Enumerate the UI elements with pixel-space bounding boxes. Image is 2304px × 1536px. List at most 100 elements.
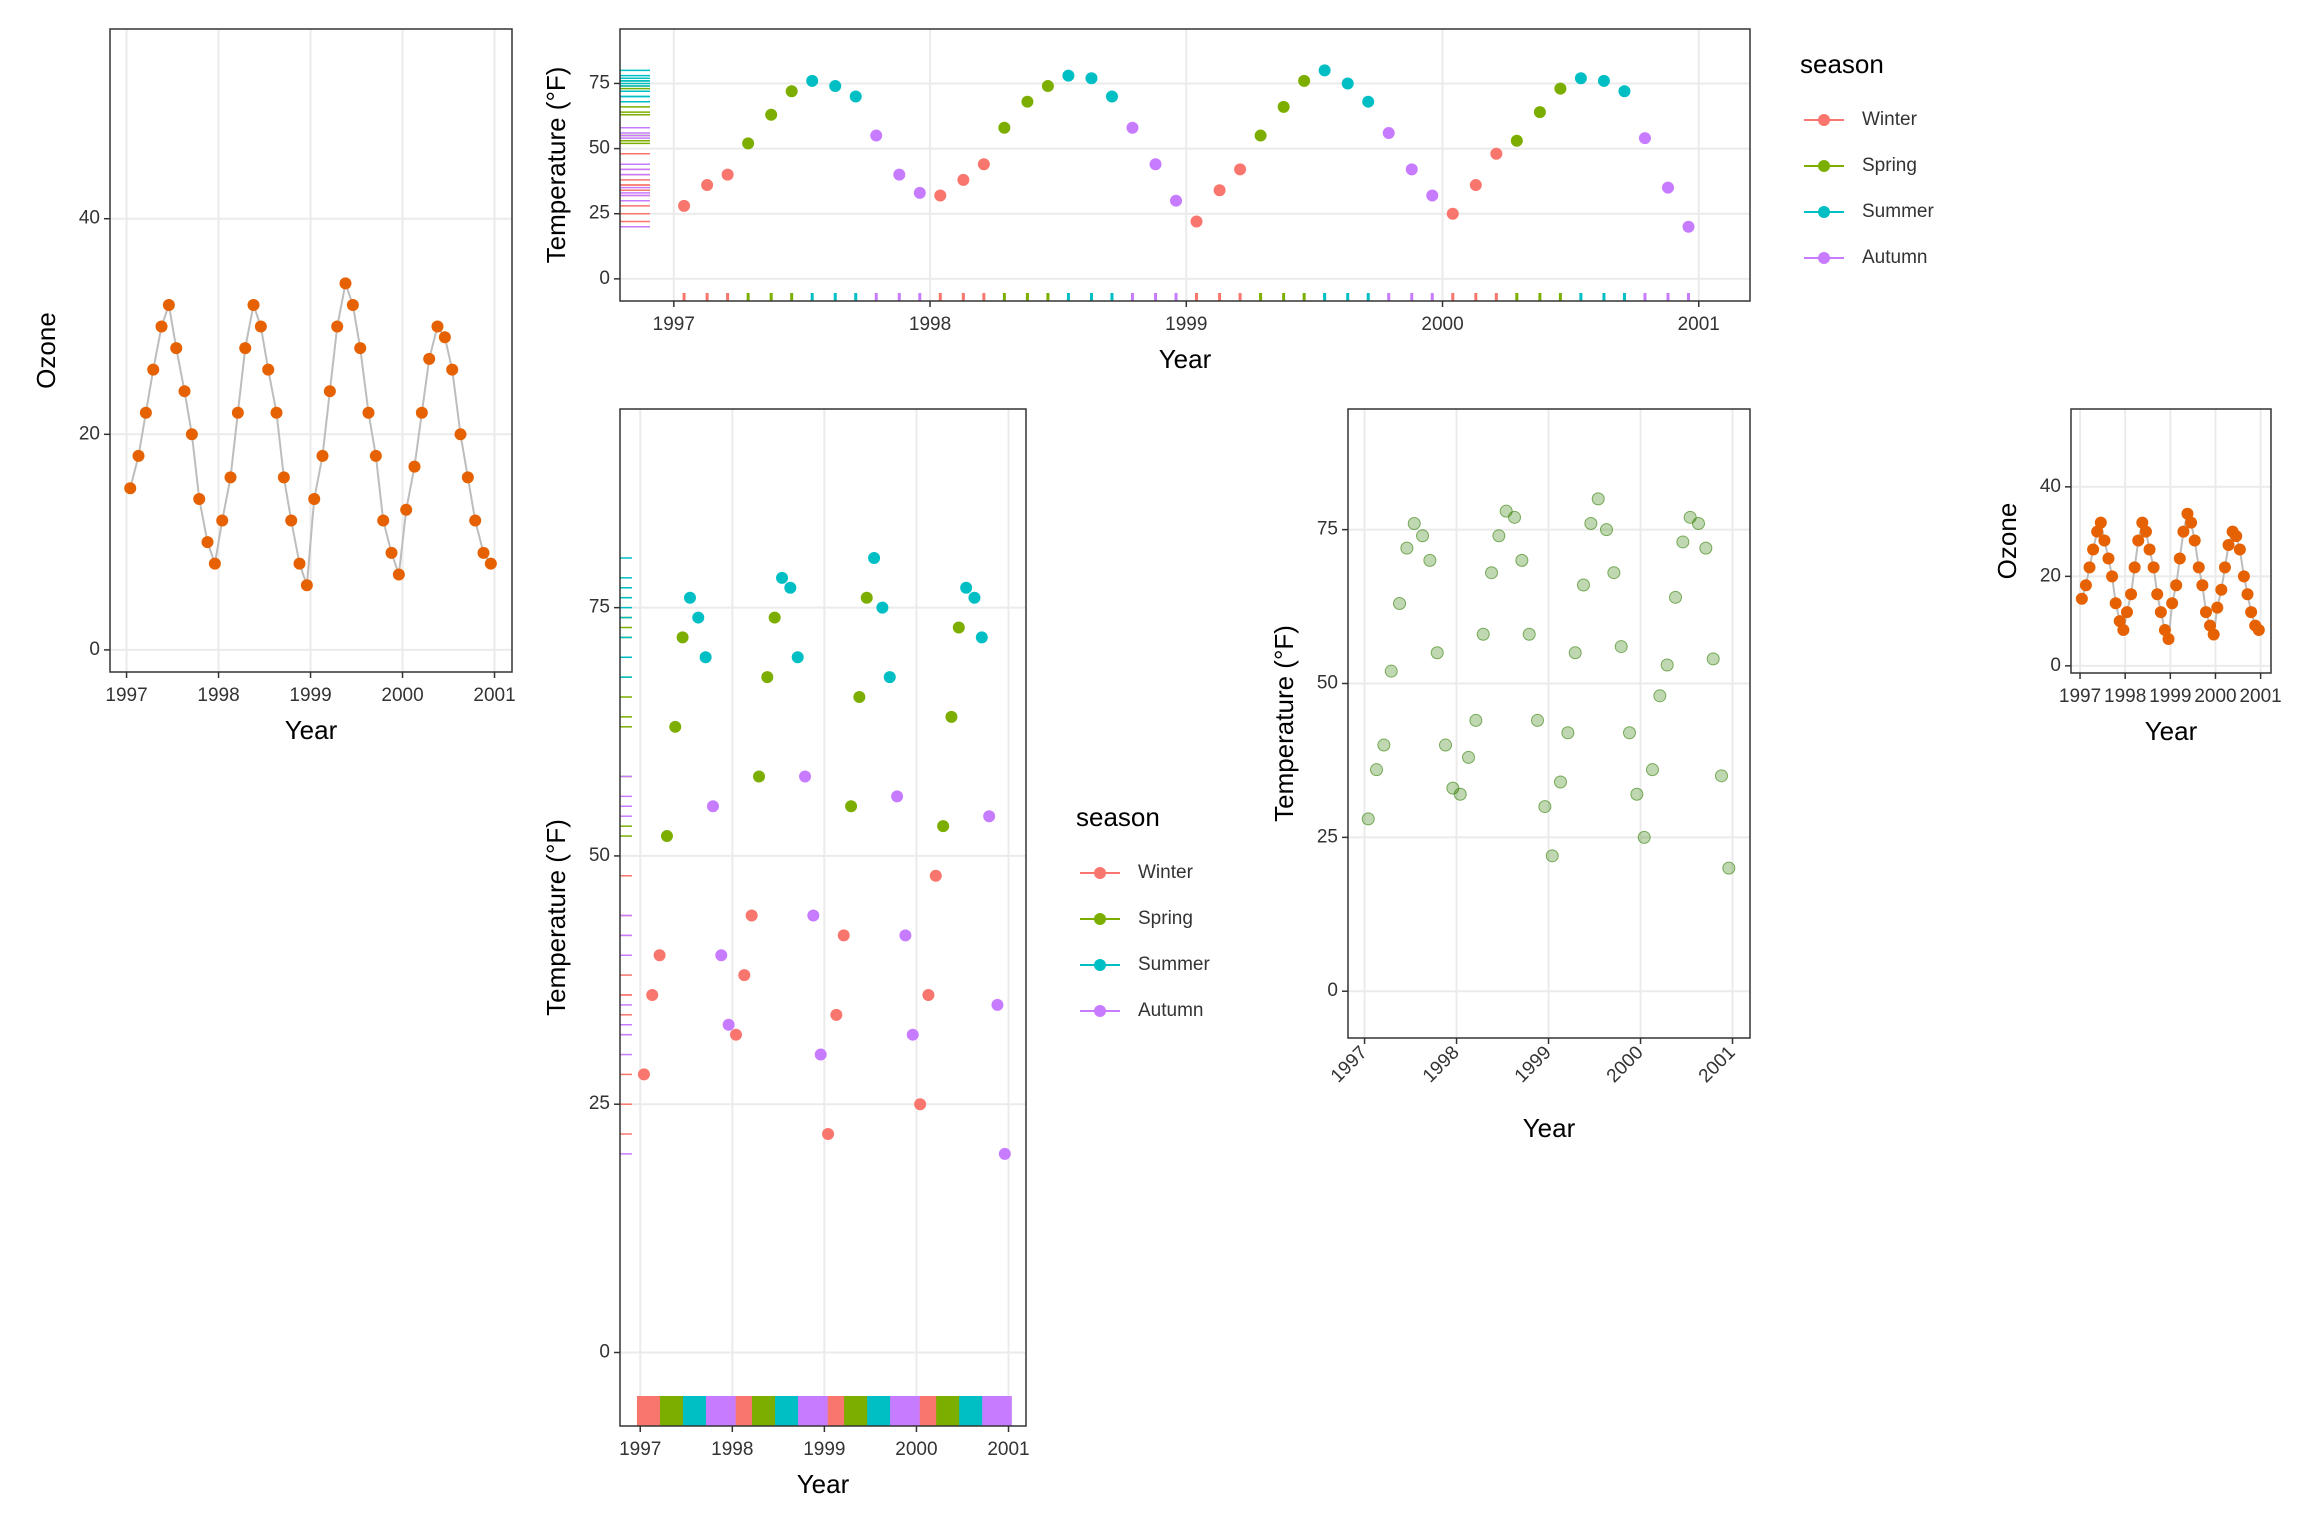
data-point [1439,738,1453,752]
data-point [2098,534,2111,547]
x-axis-title: Year [2145,716,2198,746]
y-tick-label: 25 [589,1093,610,1114]
legend-title: season [1076,802,1160,832]
data-point [316,449,329,462]
data-point [883,671,896,684]
legend-label: Spring [1862,155,1917,176]
y-tick-label: 75 [1317,519,1338,540]
data-point [1522,627,1536,641]
x-tick-label: 1998 [1419,1042,1464,1087]
y-tick-label: 0 [89,639,100,660]
data-point [1234,163,1247,176]
data-point [860,591,873,604]
data-point [2222,539,2235,552]
panel-border [619,408,1027,1427]
legend-label: Autumn [1138,1000,1203,1021]
data-point [829,80,842,93]
data-point [2102,552,2115,565]
data-point [637,1068,650,1081]
data-point [1462,750,1476,764]
legend-label: Winter [1862,109,1918,130]
data-point [683,591,696,604]
data-point [454,428,467,441]
data-point [392,568,405,581]
data-point [293,557,306,570]
data-point [1446,207,1459,220]
y-tick-label: 75 [589,597,610,618]
legend-key-point [1094,867,1106,879]
data-point [277,471,290,484]
x-tick-label: 2000 [1603,1042,1648,1087]
data-point [201,536,214,549]
data-point [1597,74,1610,87]
x-tick-label: 2001 [1678,314,1720,335]
data-point [1400,541,1414,555]
data-point [1485,566,1499,580]
data-point [2079,579,2092,592]
data-point [308,492,321,505]
panel-border [2070,408,2272,674]
data-point [1405,163,1418,176]
data-point [2143,543,2156,556]
data-point [1722,861,1736,875]
data-point [1553,775,1567,789]
data-point [1676,535,1690,549]
y-tick-label: 0 [599,1342,610,1363]
data-point [124,482,137,495]
data-point [1170,194,1183,207]
data-point [2125,588,2138,601]
data-point [2196,579,2209,592]
y-tick-label: 50 [589,845,610,866]
data-point [431,320,444,333]
data-point [1584,516,1598,530]
data-point [791,651,804,664]
data-point [1041,80,1054,93]
data-point [906,1028,919,1041]
x-tick-label: 1997 [1327,1042,1372,1087]
data-point [231,406,244,419]
data-point [2252,624,2265,637]
chart-panel: 1997 1998 1999 2000 2001 0 20 40 Year Ozone [31,28,516,745]
data-point [660,830,673,843]
y-axis-title: Temperature (°F) [1269,625,1299,822]
data-point [957,173,970,186]
x-tick-label: 2001 [473,685,515,706]
data-point [446,363,459,376]
data-point [2128,561,2141,574]
data-point [922,988,935,1001]
x-tick-label: 2000 [895,1439,937,1460]
data-point [147,363,160,376]
data-point [2117,624,2130,637]
data-point [2192,561,2205,574]
data-point [2185,516,2198,529]
data-point [339,277,352,290]
data-point [1545,849,1559,863]
data-point [461,471,474,484]
y-tick-label: 40 [2040,476,2061,497]
data-point [765,108,778,121]
data-point [1591,492,1605,506]
x-tick-label: 1997 [619,1439,661,1460]
data-point [1574,72,1587,85]
chart-panel: 1997 1998 1999 2000 2001 0 25 50 75 Year Temperatu… [541,408,1210,1499]
data-point [722,1018,735,1031]
data-point [937,820,950,833]
data-point [968,591,981,604]
data-point [853,691,866,704]
x-tick-label: 1997 [2059,686,2101,707]
plot-background [620,409,1026,1426]
legend-key-point [1818,206,1830,218]
data-point [331,320,344,333]
data-point [247,298,260,311]
data-point [155,320,168,333]
data-point [701,179,714,192]
y-axis-title: Ozone [1992,503,2022,580]
x-tick-label: 2000 [2194,686,2236,707]
data-point [208,557,221,570]
data-point [975,631,988,644]
data-point [1510,134,1523,147]
data-point [1190,215,1203,228]
data-point [837,929,850,942]
data-point [2139,525,2152,538]
